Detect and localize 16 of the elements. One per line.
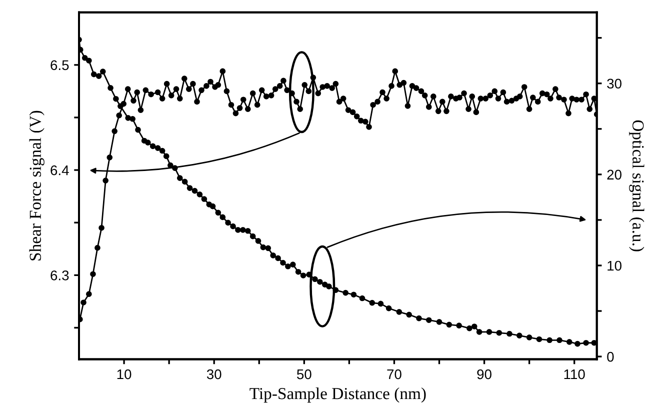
y-tick-label: 6.4	[50, 165, 69, 176]
y-tick-label: 6.5	[50, 60, 69, 70]
y2-tick-label: 0	[607, 352, 614, 362]
x-tick-label: 90	[477, 369, 492, 380]
x-axis-title: Tip-Sample Distance (nm)	[250, 387, 426, 403]
y-axis-title: Shear Force signal (V)	[29, 110, 44, 260]
y2-tick-label: 30	[607, 78, 622, 89]
x-tick-label: 30	[206, 369, 222, 380]
y-tick-label: 6.3	[50, 270, 69, 280]
x-tick-label: 10	[117, 369, 132, 380]
x-tick-label: 110	[564, 369, 585, 380]
x-tick-label: 50	[296, 369, 312, 380]
y2-axis-title: Optical signal (a.u.)	[629, 120, 644, 252]
y2-tick-label: 10	[608, 260, 622, 271]
x-tick-label: 70	[387, 369, 402, 380]
y2-tick-label: 20	[607, 170, 622, 180]
